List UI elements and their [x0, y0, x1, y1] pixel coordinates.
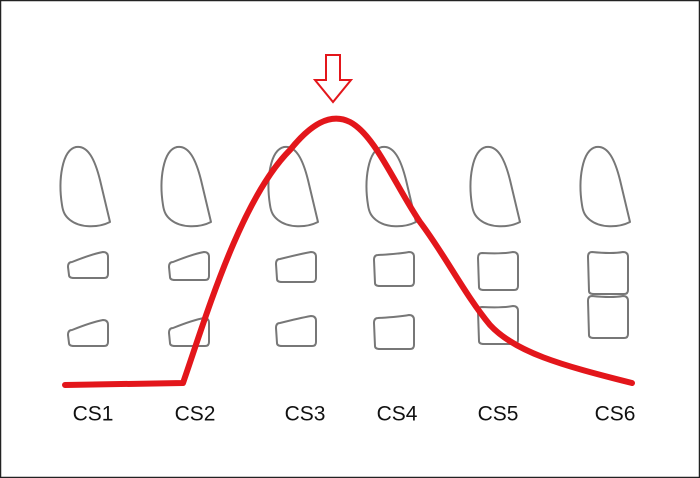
stage-label: CS2: [175, 403, 216, 426]
vertebral-body: [168, 251, 210, 281]
vertebral-body: [67, 251, 109, 279]
vertebral-body: [373, 314, 415, 350]
c2-vertebra: [579, 145, 631, 228]
vertebral-body: [587, 295, 629, 339]
vertebral-body: [587, 251, 629, 295]
c2-vertebra: [160, 145, 212, 228]
vertebral-body: [477, 251, 519, 291]
stage-label: CS6: [595, 403, 636, 426]
stage-label: CS5: [478, 403, 519, 426]
stage-label: CS1: [73, 403, 114, 426]
peak-arrow: [312, 54, 354, 104]
c2-vertebra: [267, 145, 319, 228]
vertebral-body: [477, 305, 519, 345]
vertebral-body: [275, 315, 317, 347]
vertebral-body: [373, 251, 415, 287]
stage-label: CS4: [377, 403, 418, 426]
c2-vertebra: [365, 145, 417, 228]
c2-vertebra: [59, 145, 111, 228]
c2-vertebra: [469, 145, 521, 228]
stage-labels: CS1 CS2 CS3 CS4 CS5 CS6: [73, 403, 636, 426]
growth-curve: [62, 115, 635, 388]
vertebrae: [59, 145, 631, 350]
vertebral-body: [67, 319, 109, 347]
stage-label: CS3: [285, 403, 326, 426]
vertebral-body: [275, 251, 317, 283]
